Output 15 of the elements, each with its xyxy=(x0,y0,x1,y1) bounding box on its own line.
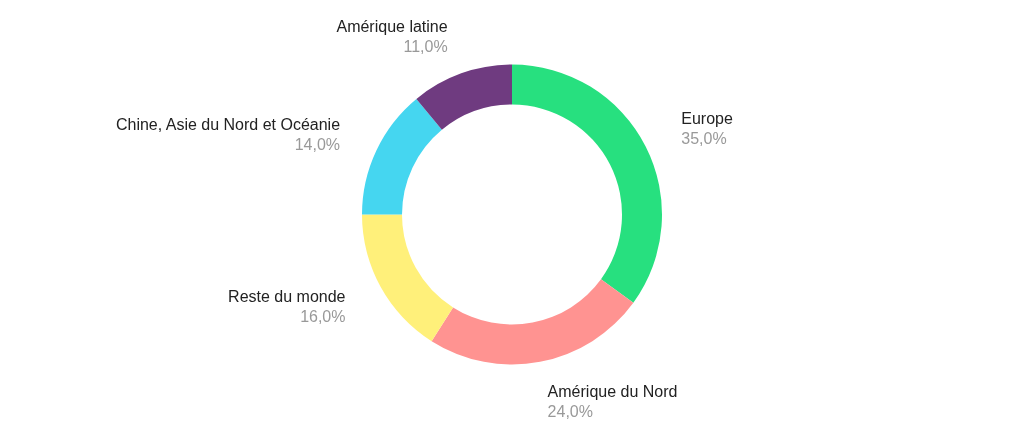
data-label: 35,0% xyxy=(681,130,727,148)
slice-label: Europe xyxy=(681,110,733,128)
slice-label: Amérique latine xyxy=(336,17,448,35)
donut-slice xyxy=(362,98,442,215)
slice-label: Reste du monde xyxy=(228,288,346,306)
data-label: 14,0% xyxy=(294,135,341,153)
donut-slice xyxy=(512,64,662,303)
slice-label: Chine, Asie du Nord et Océanie xyxy=(115,115,341,133)
donut-slice xyxy=(431,279,634,365)
donut-slice xyxy=(416,64,512,130)
data-label: 11,0% xyxy=(403,37,448,55)
data-label: 24,0% xyxy=(547,403,593,421)
donut-slice xyxy=(362,214,454,342)
slice-label: Amérique du Nord xyxy=(547,383,678,401)
data-label: 16,0% xyxy=(300,308,346,326)
